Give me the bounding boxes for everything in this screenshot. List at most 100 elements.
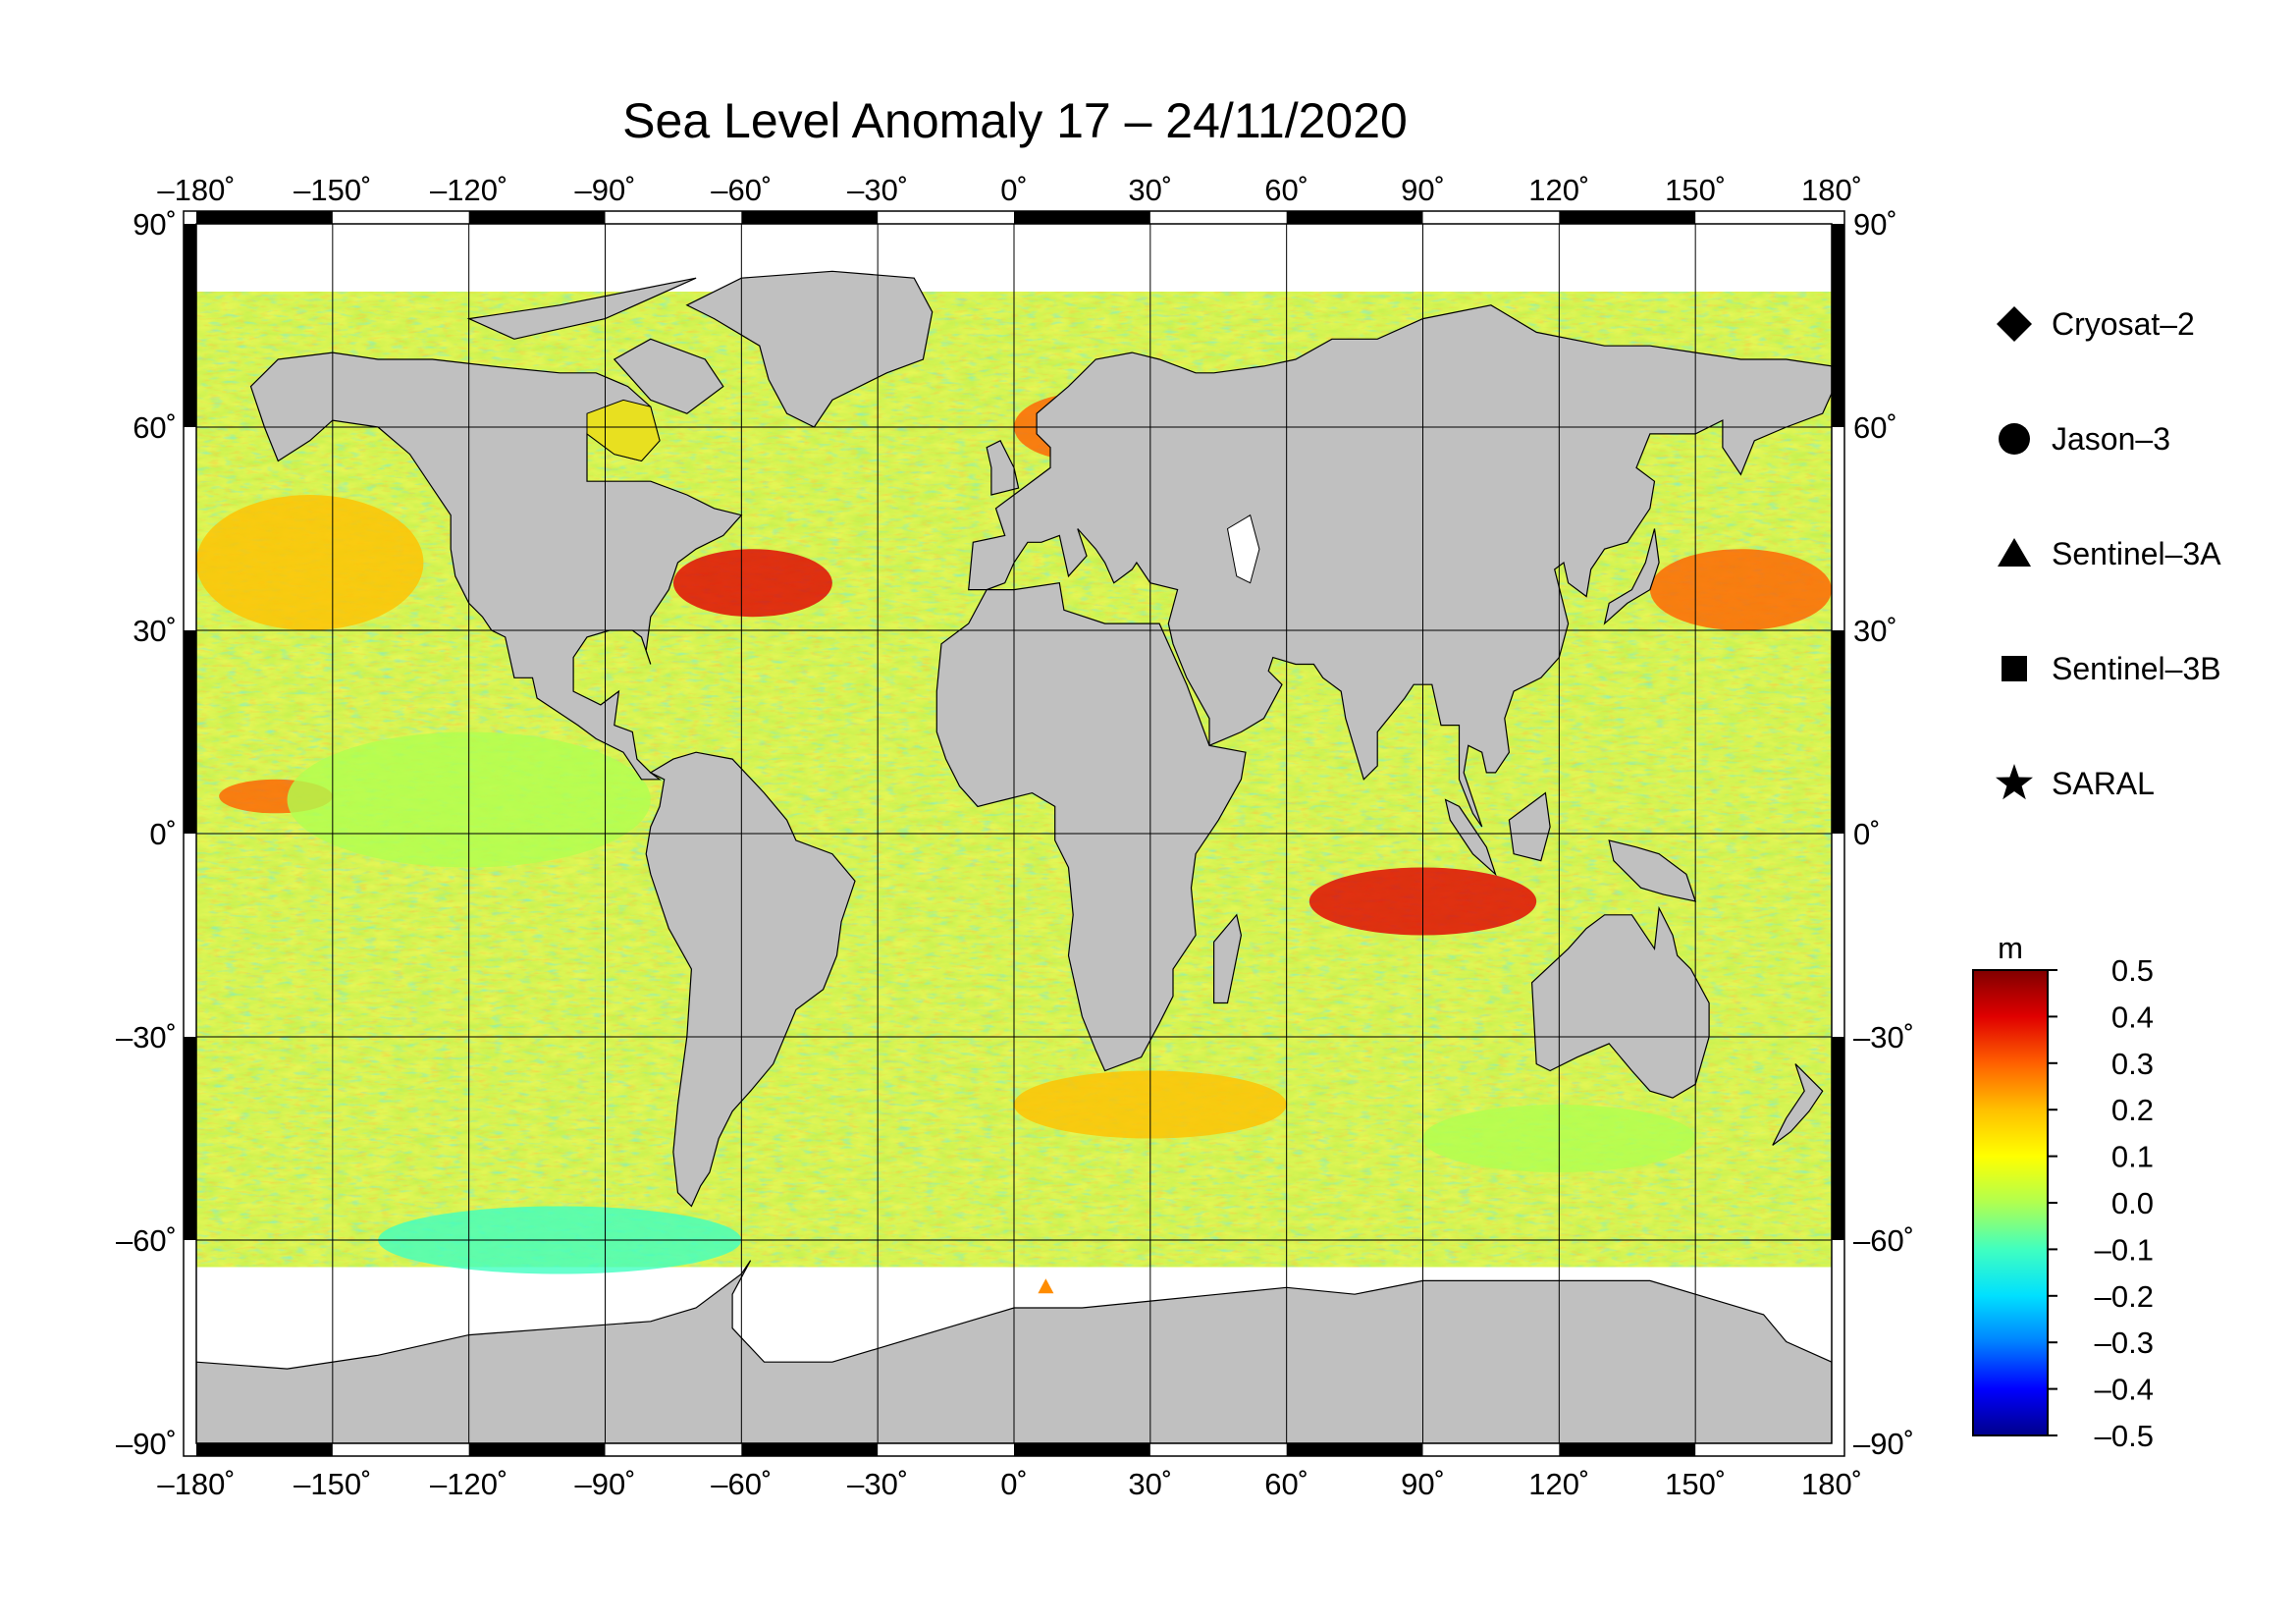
lat-tick-label-left: –30˚: [116, 1020, 177, 1055]
lon-tick-label-top: 180˚: [1801, 173, 1862, 207]
frame-segment: [1014, 1443, 1150, 1456]
lat-tick-label-left: 60˚: [133, 410, 177, 445]
lon-tick-label-top: –90˚: [574, 173, 635, 207]
lon-tick-label-top: –180˚: [157, 173, 235, 207]
caspian-sea: [1226, 514, 1260, 584]
frame-segment: [1832, 630, 1844, 834]
legend-label: Cryosat–2: [2052, 306, 2195, 342]
colorbar-tick-label: 0.1: [2111, 1140, 2154, 1174]
axis-labels: –180˚ –180˚ –150˚ –150˚ –120˚ –120˚ –90˚ –90˚ –6…: [116, 173, 1914, 1501]
colorbar-tick-label: 0.0: [2111, 1186, 2154, 1220]
borneo-land: [1508, 791, 1551, 862]
marker-layer: [1038, 1278, 1054, 1294]
south-america-land: [645, 751, 856, 1208]
australia-land: [1530, 905, 1710, 1099]
arctic-islands-land: [466, 277, 697, 340]
sumatra-land: [1444, 798, 1497, 877]
lat-tick-label-left: 90˚: [133, 207, 177, 242]
lat-tick-label-left: –90˚: [116, 1427, 177, 1461]
lon-tick-label-top: 0˚: [1000, 173, 1028, 207]
lon-tick-label-bottom: 150˚: [1665, 1467, 1726, 1501]
colorbar-tick-label: –0.5: [2095, 1419, 2154, 1453]
lon-tick-label-top: –30˚: [847, 173, 908, 207]
baffin-land: [613, 338, 724, 414]
frame-segment: [184, 224, 196, 427]
anomaly-region: [672, 549, 832, 618]
japan-land: [1603, 528, 1660, 625]
grid-lines: [196, 224, 1832, 1443]
frame-segment: [196, 1443, 333, 1456]
frame-segment: [468, 1443, 606, 1456]
lon-tick-label-bottom: 0˚: [1000, 1467, 1028, 1501]
map-frame: [183, 210, 1845, 1457]
diamond-icon: [1997, 306, 2032, 342]
lon-tick-label-bottom: –120˚: [430, 1467, 507, 1501]
triangle-icon: [1998, 538, 2031, 567]
colorbar-tick-label: –0.4: [2095, 1373, 2154, 1407]
lon-tick-label-bottom: –60˚: [711, 1467, 772, 1501]
colorbar-tick-label: –0.3: [2095, 1325, 2154, 1360]
frame-segment: [1832, 224, 1844, 427]
frame-segment: [1832, 1037, 1844, 1240]
colorbar-tick-label: 0.2: [2111, 1093, 2154, 1127]
lon-tick-label-top: 30˚: [1128, 173, 1172, 207]
colorbar-gradient: [1972, 969, 2049, 1436]
colorbar-tick-label: 0.4: [2111, 1000, 2154, 1034]
lat-tick-label-right: –60˚: [1853, 1223, 1914, 1258]
anomaly-region: [196, 495, 424, 630]
uk-land: [986, 439, 1020, 496]
lon-tick-label-bottom: –150˚: [294, 1467, 371, 1501]
eurasia-land: [968, 304, 1832, 828]
map-area: [196, 224, 1832, 1443]
lat-tick-label-right: –90˚: [1853, 1427, 1914, 1461]
new-zealand-land: [1772, 1063, 1824, 1146]
lon-tick-label-bottom: –30˚: [847, 1467, 908, 1501]
madagascar-land: [1212, 913, 1243, 1004]
frame-segment: [1286, 1443, 1423, 1456]
lat-tick-label-left: –60˚: [116, 1223, 177, 1258]
frame-segment: [1559, 1443, 1696, 1456]
marker-triangle-icon: [1038, 1278, 1054, 1294]
lon-tick-label-top: –120˚: [430, 173, 507, 207]
colorbar: m 0.5 0.4 0.3 0.2 0.1 0.0 –0.1 –0.2 –0.3 –0.4 –0.5: [1972, 931, 2154, 1453]
lon-tick-label-top: 60˚: [1264, 173, 1308, 207]
lon-tick-label-top: –60˚: [711, 173, 772, 207]
lat-tick-label-left: 30˚: [133, 614, 177, 648]
frame-segment: [184, 1037, 196, 1240]
lon-tick-label-bottom: 180˚: [1801, 1467, 1862, 1501]
colorbar-unit: m: [1998, 931, 2023, 965]
lat-tick-label-right: –30˚: [1853, 1020, 1914, 1055]
lon-tick-label-top: –150˚: [294, 173, 371, 207]
circle-icon: [1999, 423, 2030, 455]
lat-tick-label-right: 60˚: [1853, 410, 1897, 445]
greenland-land: [685, 270, 934, 428]
frame-segment: [468, 211, 606, 224]
square-icon: [2002, 656, 2027, 681]
lat-tick-label-right: 0˚: [1853, 817, 1881, 851]
lon-tick-label-bottom: 120˚: [1528, 1467, 1589, 1501]
lon-tick-label-top: 120˚: [1528, 173, 1589, 207]
frame-segment: [1559, 211, 1696, 224]
frame-segment: [741, 211, 879, 224]
lon-tick-label-bottom: –180˚: [157, 1467, 235, 1501]
lon-tick-label-bottom: –90˚: [574, 1467, 635, 1501]
legend-label: Sentinel–3A: [2052, 536, 2221, 571]
star-icon: [1996, 764, 2033, 800]
chart-title: Sea Level Anomaly 17 – 24/11/2020: [622, 93, 1408, 148]
lon-tick-label-bottom: 30˚: [1128, 1467, 1172, 1501]
lon-tick-label-top: 90˚: [1401, 173, 1445, 207]
frame-segment: [1014, 211, 1150, 224]
colorbar-tick-label: 0.3: [2111, 1047, 2154, 1081]
satellite-legend: Cryosat–2 Jason–3 Sentinel–3A Sentinel–3B SA…: [1996, 306, 2221, 801]
lat-tick-label-right: 30˚: [1853, 614, 1897, 648]
legend-label: SARAL: [2052, 766, 2155, 801]
frame-segment: [1286, 211, 1423, 224]
lon-tick-label-top: 150˚: [1665, 173, 1726, 207]
colorbar-tick-label: –0.1: [2095, 1232, 2154, 1267]
lat-tick-label-right: 90˚: [1853, 207, 1897, 242]
colorbar-tick-label: –0.2: [2095, 1279, 2154, 1314]
frame-segment: [196, 211, 333, 224]
lon-tick-label-bottom: 60˚: [1264, 1467, 1308, 1501]
legend-label: Sentinel–3B: [2052, 651, 2221, 686]
colorbar-tick-label: 0.5: [2111, 953, 2154, 988]
